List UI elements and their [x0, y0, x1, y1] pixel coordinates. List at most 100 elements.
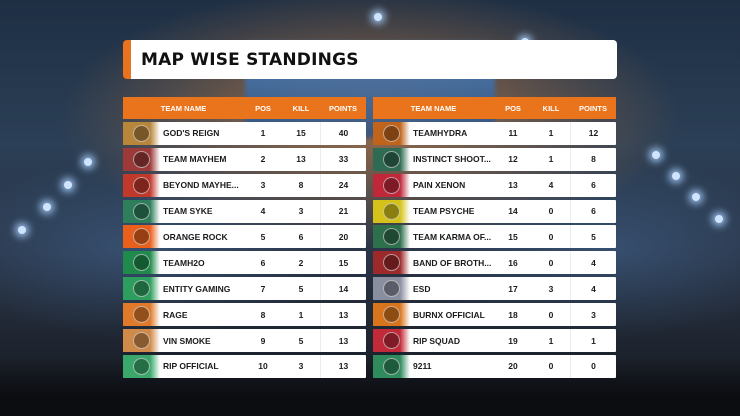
- team-points: 0: [570, 354, 616, 378]
- team-logo: [123, 173, 160, 197]
- team-points: 12: [570, 121, 616, 145]
- team-pos: 16: [508, 257, 518, 268]
- team-logo: [123, 147, 160, 171]
- team-kill: 1: [548, 335, 554, 346]
- team-points: 14: [320, 277, 366, 301]
- hydra-icon: [383, 124, 400, 142]
- table-row: RIP SQUAD 19 1 1: [373, 329, 616, 353]
- team-pos: 13: [508, 180, 518, 191]
- team-pos: 6: [260, 257, 266, 268]
- table-row: RAGE 8 1 13: [123, 303, 366, 327]
- team-name: BAND OF BROTH...: [413, 257, 492, 268]
- table-row: BAND OF BROTH... 16 0 4: [373, 251, 616, 275]
- team-points: 6: [570, 199, 616, 223]
- team-name: RAGE: [163, 309, 188, 320]
- team-pos: 15: [508, 231, 518, 242]
- team-logo: [373, 303, 410, 327]
- team-name: TEAM MAYHEM: [163, 154, 227, 165]
- team-points: 1: [570, 329, 616, 353]
- team-name: PAIN XENON: [413, 180, 466, 191]
- crest-icon: [133, 124, 150, 142]
- team-name: ESD: [413, 283, 431, 294]
- table-row: ORANGE ROCK 5 6 20: [123, 225, 366, 249]
- team-kill: 3: [298, 206, 304, 217]
- team-kill: 3: [298, 361, 304, 372]
- team-logo: [373, 147, 410, 171]
- team-kill: 5: [298, 335, 304, 346]
- team-name: BURNX OFFICIAL: [413, 309, 485, 320]
- crest-icon: [383, 150, 400, 168]
- team-pos: 9: [260, 335, 266, 346]
- team-points: 13: [320, 354, 366, 378]
- crest-icon: [133, 332, 150, 350]
- table-row: TEAM KARMA OF... 15 0 5: [373, 225, 616, 249]
- background-stage-light: [692, 193, 700, 201]
- team-pos: 11: [508, 128, 518, 139]
- team-kill: 8: [298, 180, 304, 191]
- team-kill: 5: [298, 283, 304, 294]
- team-pos: 19: [508, 335, 518, 346]
- team-name: TEAMH2O: [163, 257, 205, 268]
- team-logo: [373, 329, 410, 353]
- team-points: 13: [320, 303, 366, 327]
- background-stage-light: [374, 13, 382, 21]
- team-pos: 14: [508, 206, 518, 217]
- team-logo: [123, 121, 160, 145]
- crest-icon: [133, 280, 150, 298]
- header-kill: KILL: [542, 103, 560, 113]
- skull-icon: [133, 176, 150, 194]
- page-title: MAP WISE STANDINGS: [141, 49, 359, 70]
- team-points: 33: [320, 147, 366, 171]
- team-kill: 0: [548, 257, 554, 268]
- team-logo: [373, 121, 410, 145]
- header-pos: POS: [255, 103, 271, 113]
- team-name: TEAM PSYCHE: [413, 206, 475, 217]
- team-name: ORANGE ROCK: [163, 231, 228, 242]
- team-name: GOD'S REIGN: [163, 128, 220, 139]
- team-name: ENTITY GAMING: [163, 283, 231, 294]
- team-kill: 1: [548, 154, 554, 165]
- team-points: 15: [320, 251, 366, 275]
- background-audience: [0, 356, 740, 416]
- team-points: 4: [570, 277, 616, 301]
- crest-icon: [383, 280, 400, 298]
- standings-table-right: TEAM NAME POS KILL POINTS TEAMHYDRA 11 1 12…: [373, 97, 616, 378]
- title-bar: MAP WISE STANDINGS: [123, 40, 617, 79]
- table-row: TEAM SYKE 4 3 21: [123, 199, 366, 223]
- standings-table-left: TEAM NAME POS KILL POINTS GOD'S REIGN 1 15…: [123, 97, 366, 378]
- table-row: INSTINCT SHOOT... 12 1 8: [373, 147, 616, 171]
- background-stage-light: [18, 226, 26, 234]
- team-points: 21: [320, 199, 366, 223]
- skull-icon: [133, 357, 150, 375]
- team-kill: 1: [548, 128, 554, 139]
- header-team-name: TEAM NAME: [160, 103, 207, 113]
- background-stage-light: [652, 151, 660, 159]
- team-logo: [123, 329, 160, 353]
- background-stage-light: [43, 203, 51, 211]
- team-points: 8: [570, 147, 616, 171]
- team-name: 9211: [413, 361, 432, 372]
- table-row: VIN SMOKE 9 5 13: [123, 329, 366, 353]
- team-logo: [373, 277, 410, 301]
- team-pos: 4: [260, 206, 266, 217]
- team-points: 13: [320, 329, 366, 353]
- team-points: 20: [320, 225, 366, 249]
- team-name: TEAM SYKE: [163, 206, 213, 217]
- team-logo: [123, 277, 160, 301]
- table-row: GOD'S REIGN 1 15 40: [123, 121, 366, 145]
- team-logo: [373, 251, 410, 275]
- team-logo: [373, 225, 410, 249]
- team-name: INSTINCT SHOOT...: [413, 154, 491, 165]
- team-points: 24: [320, 173, 366, 197]
- team-pos: 5: [260, 231, 266, 242]
- team-kill: 0: [548, 309, 554, 320]
- team-pos: 2: [260, 154, 266, 165]
- team-logo: [123, 303, 160, 327]
- flame-icon: [383, 306, 400, 324]
- team-points: 4: [570, 251, 616, 275]
- team-name: TEAMHYDRA: [413, 128, 468, 139]
- table-row: TEAMHYDRA 11 1 12: [373, 121, 616, 145]
- table-row: TEAM PSYCHE 14 0 6: [373, 199, 616, 223]
- team-pos: 3: [260, 180, 266, 191]
- table-row: PAIN XENON 13 4 6: [373, 173, 616, 197]
